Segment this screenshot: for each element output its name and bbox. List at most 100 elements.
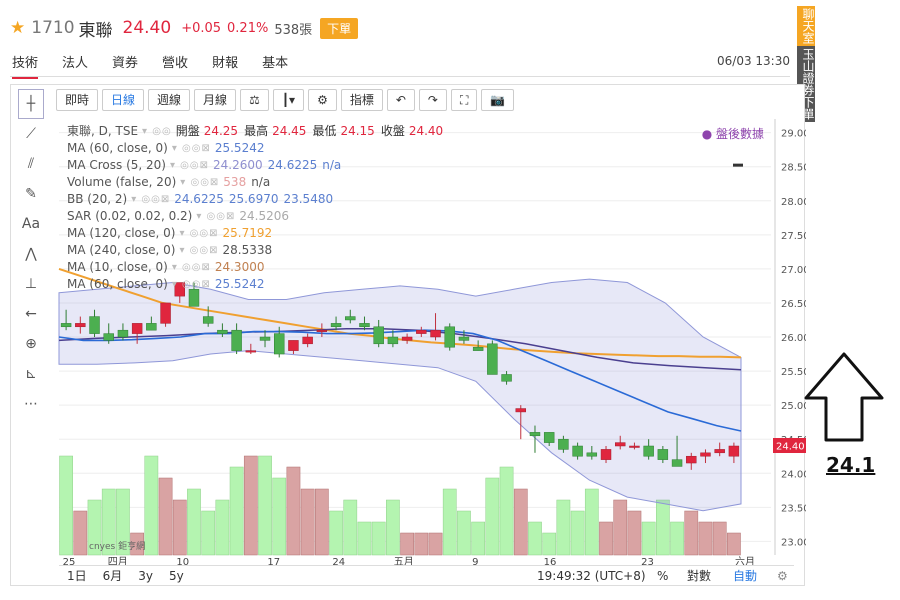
volume-bar xyxy=(513,488,528,556)
tab-5[interactable]: 基本 xyxy=(262,56,289,71)
indicator-controls-icon[interactable]: ▾ ◎◎⊠ xyxy=(180,177,220,188)
drawing-toolbar: ┼ ⟋ ⫽ ✎ Aa ⋀ ⊥ ← ⊕ ⊾ ⋯ xyxy=(15,89,47,419)
tab-2[interactable]: 資券 xyxy=(112,56,139,71)
chat-room-button[interactable]: 聊天室 xyxy=(797,6,815,46)
measure-icon[interactable]: ⊥ xyxy=(24,276,38,292)
after-hours-label[interactable]: ● 盤後數據 xyxy=(701,127,764,141)
tab-4[interactable]: 財報 xyxy=(212,56,239,71)
candle-body xyxy=(359,323,370,328)
volume-bar xyxy=(243,455,258,556)
brush-icon[interactable]: ✎ xyxy=(25,186,37,202)
candle-body xyxy=(714,449,725,454)
candle-body xyxy=(188,289,200,307)
toolbar-button-0[interactable]: 即時 xyxy=(56,89,99,111)
quote-header: ★ 1710 東聯 24.40 +0.05 0.21% 538張 下單 xyxy=(10,14,359,42)
candle-body xyxy=(259,336,271,341)
auto-toggle[interactable]: 自動 xyxy=(733,569,758,583)
toolbar-button-3[interactable]: 月線 xyxy=(194,89,237,111)
volume-bar xyxy=(272,477,287,556)
y-tick-label: 23.50 xyxy=(781,503,806,514)
indicator-controls-icon[interactable]: ▾ ◎◎⊠ xyxy=(171,279,211,290)
more-icon[interactable]: ⋯ xyxy=(24,396,38,412)
range-button[interactable]: 6月 xyxy=(102,569,123,583)
indicator-row[interactable]: MA (240, close, 0) ▾ ◎◎⊠ 28.5338 xyxy=(67,242,449,259)
toolbar-button-2[interactable]: 週線 xyxy=(148,89,191,111)
indicator-row[interactable]: MA (120, close, 0) ▾ ◎◎⊠ 25.7192 xyxy=(67,225,449,242)
ma-240-marker xyxy=(733,163,743,167)
indicator-controls-icon[interactable]: ▾ ◎◎⊠ xyxy=(171,143,211,154)
volume-bar xyxy=(528,521,542,556)
indicator-controls-icon[interactable]: ▾ ◎◎⊠ xyxy=(171,262,211,273)
legend-settings-icon[interactable]: ▾ ◎◎ xyxy=(142,126,172,137)
high-label: 最高 xyxy=(244,124,269,138)
chart-type-icon[interactable]: ┃▾ xyxy=(272,89,305,111)
indicator-row[interactable]: SAR (0.02, 0.02, 0.2) ▾ ◎◎⊠ 24.5206 xyxy=(67,208,449,225)
indicator-value: 24.6225 xyxy=(174,192,224,206)
tab-0[interactable]: 技術 xyxy=(12,52,39,79)
fullscreen-icon[interactable]: ⛶ xyxy=(450,89,478,111)
y-tick-label: 29.00 xyxy=(781,129,806,140)
range-button[interactable]: 1日 xyxy=(67,569,87,583)
volume-bar xyxy=(684,510,699,556)
indicator-row[interactable]: BB (20, 2) ▾ ◎◎⊠ 24.6225 25.6970 23.5480 xyxy=(67,191,449,208)
indicator-label: MA (120, close, 0) xyxy=(67,226,176,240)
price-change: +0.05 xyxy=(181,20,222,36)
text-tool-icon[interactable]: Aa xyxy=(21,216,41,232)
toolbar-button-1[interactable]: 日線 xyxy=(102,89,145,111)
log-toggle[interactable]: 對數 xyxy=(687,569,712,583)
zoom-icon[interactable]: ⊕ xyxy=(25,336,37,352)
indicator-row[interactable]: MA Cross (5, 20) ▾ ◎◎⊠ 24.2600 24.6225 n/a xyxy=(67,157,449,174)
indicator-controls-icon[interactable]: ▾ ◎◎⊠ xyxy=(196,211,236,222)
volume-bar xyxy=(712,521,727,556)
range-button[interactable]: 3y xyxy=(138,568,154,583)
undo-icon[interactable]: ↶ xyxy=(386,89,415,111)
tab-3[interactable]: 營收 xyxy=(162,56,189,71)
close-label: 收盤 xyxy=(380,124,405,138)
favorite-star-icon[interactable]: ★ xyxy=(10,18,26,38)
datetime: 06/03 13:30 xyxy=(717,54,790,68)
candle-body xyxy=(316,329,328,332)
arrow-left-icon[interactable]: ← xyxy=(25,306,37,322)
ruler-icon[interactable]: ⊾ xyxy=(25,366,37,382)
fib-icon[interactable]: ⫽ xyxy=(27,156,35,172)
candle-body xyxy=(60,323,72,328)
indicator-row[interactable]: MA (60, close, 0) ▾ ◎◎⊠ 25.5242 xyxy=(67,276,449,293)
indicator-controls-icon[interactable]: ▾ ◎◎⊠ xyxy=(179,228,219,239)
candle-body xyxy=(274,333,285,355)
x-tick-label: 23 xyxy=(641,557,654,568)
volume-bar xyxy=(656,499,670,556)
price-chart[interactable]: 29.00 28.50 28.00 27.50 27.00 26.50 26.00 25.50… xyxy=(11,115,806,585)
gear-icon[interactable]: ⚙ xyxy=(308,89,337,111)
candle-body xyxy=(700,452,711,457)
order-button[interactable]: 下單 xyxy=(320,17,359,39)
camera-icon[interactable]: 📷 xyxy=(481,89,515,111)
pattern-icon[interactable]: ⋀ xyxy=(25,246,37,262)
candle-body xyxy=(543,432,555,443)
percent-toggle[interactable]: % xyxy=(657,568,669,583)
candle-body xyxy=(657,449,669,460)
indicator-label: MA (60, close, 0) xyxy=(67,277,168,291)
volume-bar xyxy=(670,521,684,556)
indicator-value: 25.5242 xyxy=(214,277,265,291)
toolbar-button-4[interactable]: 指標 xyxy=(340,89,383,111)
indicator-row[interactable]: MA (60, close, 0) ▾ ◎◎⊠ 25.5242 xyxy=(67,140,449,157)
indicator-controls-icon[interactable]: ▾ ◎◎⊠ xyxy=(179,245,219,256)
volume-bar xyxy=(698,521,713,556)
range-button[interactable]: 5y xyxy=(169,568,184,583)
crosshair-icon[interactable]: ┼ xyxy=(18,89,44,119)
indicator-value: n/a xyxy=(251,175,271,189)
redo-icon[interactable]: ↷ xyxy=(418,89,447,111)
indicator-value: n/a xyxy=(322,158,342,172)
indicator-controls-icon[interactable]: ▾ ◎◎⊠ xyxy=(169,160,210,171)
volume-bar xyxy=(258,455,272,556)
indicator-row[interactable]: MA (10, close, 0) ▾ ◎◎⊠ 24.3000 xyxy=(67,259,449,276)
volume-bar xyxy=(627,510,642,556)
indicator-controls-icon[interactable]: ▾ ◎◎⊠ xyxy=(131,194,171,205)
volume-bar xyxy=(215,499,230,556)
indicator-row[interactable]: Volume (false, 20) ▾ ◎◎⊠ 538 n/a xyxy=(67,174,449,191)
settings-icon[interactable]: ⚙ xyxy=(777,568,788,583)
volume-text: 538張 xyxy=(274,22,313,38)
trend-line-icon[interactable]: ⟋ xyxy=(26,126,36,142)
tab-1[interactable]: 法人 xyxy=(62,56,89,71)
compare-icon[interactable]: ⚖ xyxy=(240,89,269,111)
